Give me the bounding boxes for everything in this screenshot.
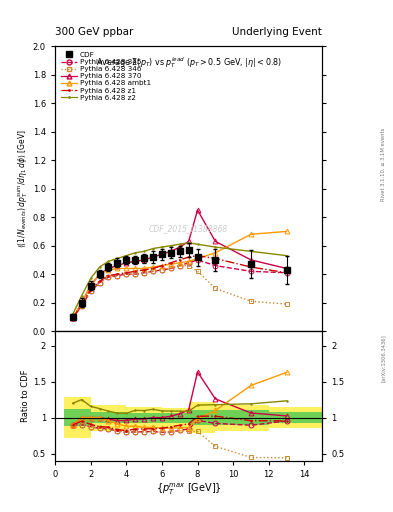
Text: 300 GeV ppbar: 300 GeV ppbar — [55, 27, 133, 37]
Legend: CDF, Pythia 6.428 345, Pythia 6.428 346, Pythia 6.428 370, Pythia 6.428 ambt1, P: CDF, Pythia 6.428 345, Pythia 6.428 346,… — [59, 50, 153, 103]
Text: Rivet 3.1.10, ≥ 3.1M events: Rivet 3.1.10, ≥ 3.1M events — [381, 127, 386, 201]
Text: Average $\Sigma(p_T)$ vs $p_T^{lead}$ $(p_T > 0.5$ GeV, $|\eta| < 0.8)$: Average $\Sigma(p_T)$ vs $p_T^{lead}$ $(… — [95, 55, 282, 70]
X-axis label: $\{p_T^{max}$ [GeV]$\}$: $\{p_T^{max}$ [GeV]$\}$ — [156, 482, 222, 497]
Text: Underlying Event: Underlying Event — [232, 27, 322, 37]
Y-axis label: Ratio to CDF: Ratio to CDF — [21, 370, 30, 422]
Text: CDF_2015_I1388868: CDF_2015_I1388868 — [149, 224, 228, 233]
Text: [arXiv:1306.3436]: [arXiv:1306.3436] — [381, 334, 386, 382]
Y-axis label: $\langle(1/N_{events})\,dp_T^{sum}/d\eta_1\,d\phi\rangle$ [GeV]: $\langle(1/N_{events})\,dp_T^{sum}/d\eta… — [17, 129, 30, 248]
